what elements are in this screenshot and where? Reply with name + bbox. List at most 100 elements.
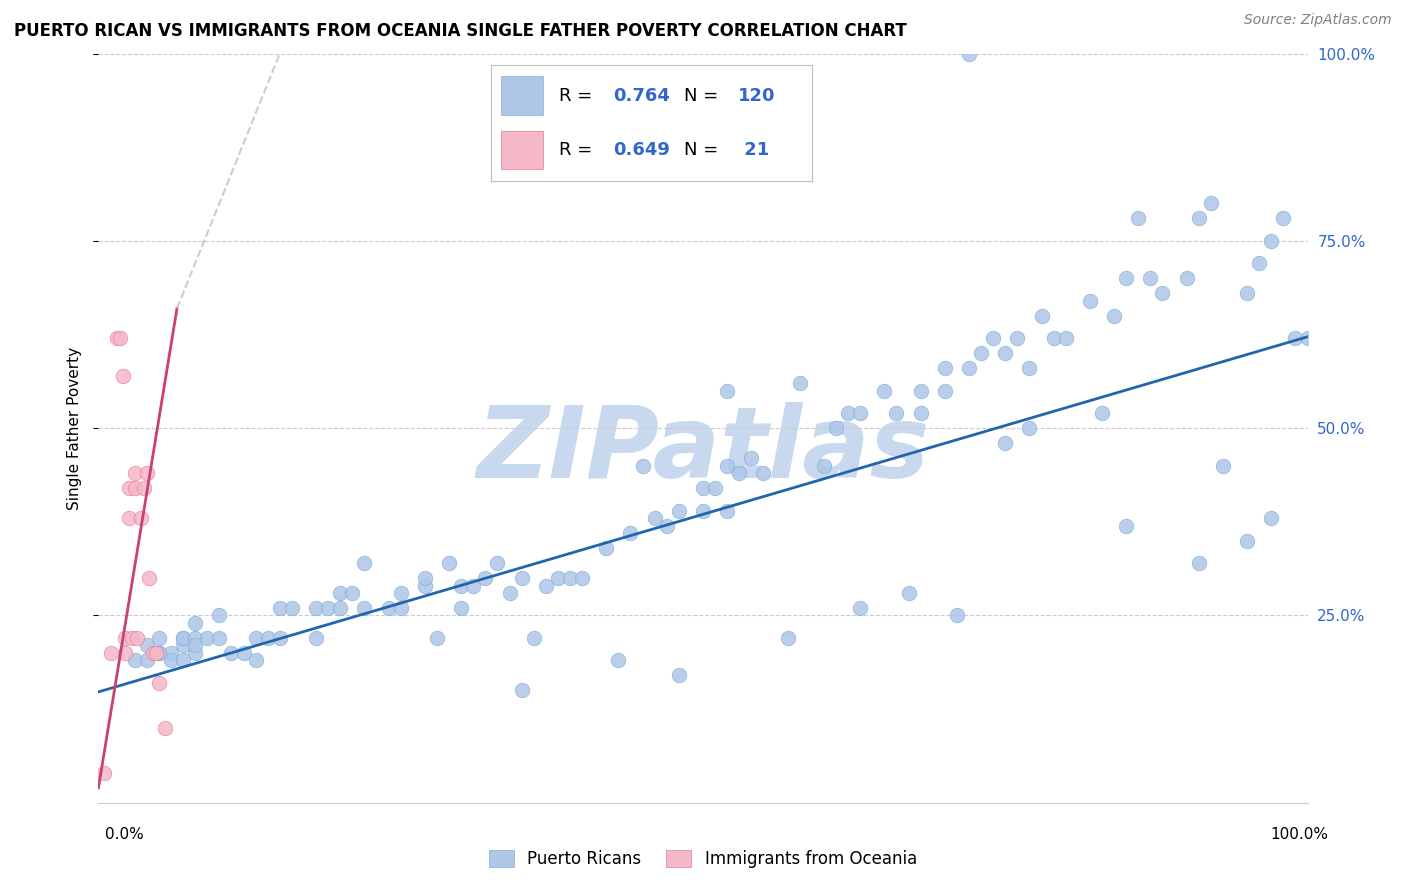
Point <box>1042 331 1064 345</box>
Point <box>1236 533 1258 548</box>
Point <box>148 646 170 660</box>
Point <box>716 384 738 398</box>
Point <box>523 631 546 645</box>
Point <box>184 615 207 630</box>
Point <box>631 458 654 473</box>
Point <box>184 646 207 660</box>
Point <box>1018 421 1040 435</box>
Point <box>221 646 243 660</box>
Point <box>1007 331 1029 345</box>
Point <box>510 571 533 585</box>
Point <box>1139 271 1161 285</box>
Point <box>1152 286 1174 301</box>
Point <box>148 646 170 660</box>
Point <box>510 683 533 698</box>
Point <box>353 601 375 615</box>
Point <box>413 571 436 585</box>
Point <box>134 481 156 495</box>
Point <box>981 331 1004 345</box>
Point <box>111 368 134 383</box>
Point <box>571 571 593 585</box>
Point <box>114 631 136 645</box>
Point <box>353 556 375 570</box>
Point <box>153 721 176 735</box>
Point <box>281 601 304 615</box>
Point <box>474 571 496 585</box>
Point <box>342 586 364 600</box>
Point <box>1284 331 1306 345</box>
Point <box>148 631 170 645</box>
Point <box>329 586 352 600</box>
Point <box>426 631 449 645</box>
Point <box>389 601 412 615</box>
Text: 100.0%: 100.0% <box>1271 827 1329 841</box>
Point <box>644 511 666 525</box>
Point <box>607 653 630 667</box>
Point <box>450 601 472 615</box>
Point <box>172 631 194 645</box>
Point <box>305 601 328 615</box>
Point <box>316 601 339 615</box>
Point <box>245 653 267 667</box>
Point <box>1272 211 1295 226</box>
Point <box>105 331 128 345</box>
Point <box>825 421 848 435</box>
Point <box>269 601 291 615</box>
Point <box>668 668 690 682</box>
Point <box>124 653 146 667</box>
Point <box>1249 256 1271 270</box>
Point <box>1031 309 1053 323</box>
Point <box>135 466 157 480</box>
Point <box>1260 234 1282 248</box>
Point <box>1102 309 1125 323</box>
Point <box>1260 511 1282 525</box>
Point <box>124 466 146 480</box>
Point <box>208 631 231 645</box>
Point <box>160 646 183 660</box>
Point <box>1115 518 1137 533</box>
Point <box>269 631 291 645</box>
Point <box>668 503 690 517</box>
Point <box>114 646 136 660</box>
Text: ZIPatlas: ZIPatlas <box>477 402 929 500</box>
Point <box>1199 196 1222 211</box>
Point <box>728 466 751 480</box>
Point <box>558 571 581 585</box>
Point <box>595 541 617 555</box>
Point <box>305 631 328 645</box>
Point <box>994 346 1017 360</box>
Point <box>389 586 412 600</box>
Point <box>1054 331 1077 345</box>
Point <box>108 331 131 345</box>
Point <box>127 631 149 645</box>
Point <box>93 765 115 780</box>
Point <box>148 676 170 690</box>
Point <box>135 639 157 653</box>
Y-axis label: Single Father Poverty: Single Father Poverty <box>67 347 83 509</box>
Point <box>957 361 980 376</box>
Point <box>1188 556 1211 570</box>
Point <box>1091 406 1114 420</box>
Point <box>716 503 738 517</box>
Point <box>256 631 278 645</box>
Point <box>740 451 762 466</box>
Point <box>849 406 872 420</box>
Point <box>124 481 146 495</box>
Point <box>946 608 969 623</box>
Point <box>172 631 194 645</box>
Point <box>498 586 520 600</box>
Point <box>619 526 641 541</box>
Point <box>837 406 859 420</box>
Point <box>413 578 436 592</box>
Point <box>692 503 714 517</box>
Point <box>129 511 152 525</box>
Point <box>813 458 835 473</box>
Point <box>910 384 932 398</box>
Point <box>910 406 932 420</box>
Point <box>897 586 920 600</box>
Point <box>1078 293 1101 308</box>
Point <box>138 571 160 585</box>
Point <box>789 376 811 391</box>
Point <box>329 601 352 615</box>
Legend: Puerto Ricans, Immigrants from Oceania: Puerto Ricans, Immigrants from Oceania <box>482 843 924 875</box>
